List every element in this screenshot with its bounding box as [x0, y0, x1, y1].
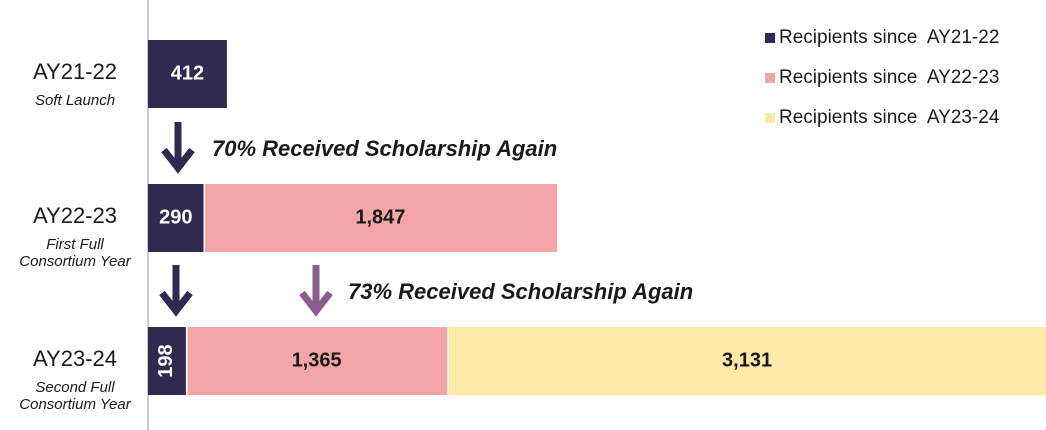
annotation: 73% Received Scholarship Again [348, 279, 693, 304]
legend-swatch [765, 73, 775, 83]
category-label: AY23-24 [33, 346, 117, 371]
legend-label: Recipients since AY22-23 [779, 67, 999, 88]
bar-segment [148, 184, 204, 252]
bar-segment [448, 327, 1046, 395]
category-label: AY21-22 [33, 59, 117, 84]
bar-segment [148, 327, 186, 395]
arrow [159, 265, 193, 317]
arrow [299, 265, 333, 317]
category-label: AY22-23 [33, 203, 117, 228]
bar-segment [148, 40, 227, 108]
arrow [161, 122, 195, 174]
bar-segment [205, 184, 558, 252]
data-label: 412 [171, 62, 204, 84]
category-note: Soft Launch [35, 92, 115, 109]
bar-segment [187, 327, 448, 395]
annotation: 70% Received Scholarship Again [212, 136, 557, 161]
legend-label: Recipients since AY21-22 [779, 27, 999, 48]
legend-label: Recipients since AY23-24 [779, 107, 1000, 128]
category-note: First Full [46, 236, 104, 253]
category-note: Consortium Year [19, 253, 131, 270]
legend-swatch [765, 33, 775, 43]
category-note: Consortium Year [19, 396, 131, 413]
legend-swatch [765, 113, 775, 123]
data-label: 290 [159, 206, 192, 228]
data-label: 1,847 [355, 206, 405, 228]
category-note: Second Full [35, 379, 115, 396]
data-label: 198 [155, 344, 177, 377]
data-label: 1,365 [292, 349, 342, 371]
data-label: 3,131 [722, 349, 772, 371]
